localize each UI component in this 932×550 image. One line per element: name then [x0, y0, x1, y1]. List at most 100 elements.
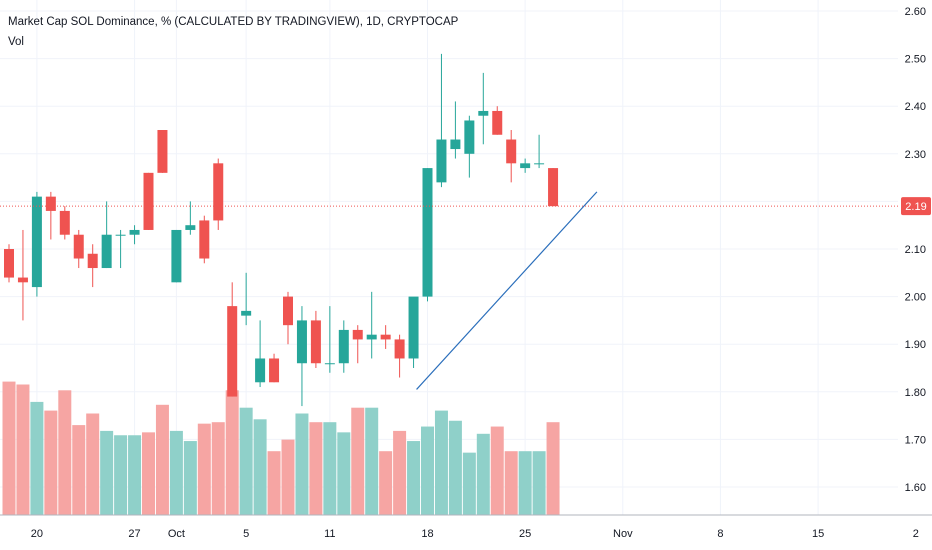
volume-bar: [58, 390, 72, 515]
volume-bar: [267, 451, 281, 515]
candle-body: [17, 277, 28, 283]
volume-bar: [351, 407, 365, 515]
volume-bar: [114, 435, 128, 515]
candle-body: [185, 225, 196, 230]
candle-body: [101, 234, 112, 269]
volume-bar: [504, 451, 518, 515]
volume-bar: [448, 420, 462, 515]
volume-bar: [532, 451, 546, 515]
x-tick-label: Nov: [613, 528, 633, 540]
candle-body: [199, 220, 210, 259]
last-price-label: 2.19: [905, 201, 926, 213]
candle-body: [4, 249, 14, 278]
last-price-badge: 2.19: [901, 197, 931, 216]
candle-body: [380, 334, 391, 340]
volume-bar: [295, 413, 309, 515]
candle-bodies: [4, 110, 559, 397]
volume-bar: [197, 423, 211, 515]
volume-bar: [72, 425, 86, 515]
x-tick-label: 5: [243, 528, 249, 540]
x-tick-label: 27: [128, 528, 140, 540]
candle-body: [129, 229, 140, 235]
y-tick-label: 1.60: [905, 482, 926, 494]
volume-bar: [239, 407, 253, 515]
volume-bar: [434, 410, 448, 515]
x-tick-label: 20: [31, 528, 43, 540]
y-axis-pane[interactable]: [898, 0, 932, 515]
volume-bar: [169, 430, 183, 515]
volume-bar: [30, 401, 44, 515]
x-axis: 20 27 Oct 5 11 18 25 Nov 8 15 2: [31, 528, 919, 540]
candle-body: [269, 358, 280, 383]
candle-body: [338, 329, 349, 364]
candle-body: [436, 139, 447, 183]
candle-body: [157, 130, 168, 173]
candle-body: [115, 234, 126, 236]
y-tick-label: 1.80: [905, 387, 926, 399]
volume-bar: [476, 433, 490, 515]
volume-bar: [407, 441, 421, 515]
y-tick-label: 1.70: [905, 434, 926, 446]
candle-body: [450, 139, 461, 150]
candle-body: [283, 296, 293, 326]
volume-bar: [100, 430, 114, 515]
volume-bar: [44, 410, 58, 515]
x-tick-label: Oct: [168, 528, 185, 540]
candle-body: [324, 363, 335, 365]
volume-bar: [142, 432, 155, 515]
volume-bar: [183, 441, 197, 515]
volume-bar: [309, 422, 323, 515]
candle-body: [59, 210, 70, 235]
y-tick-label: 2.30: [905, 149, 926, 161]
x-tick-label: 18: [421, 528, 433, 540]
volume-bar: [225, 390, 239, 515]
candle-body: [520, 163, 531, 169]
candle-body: [366, 334, 377, 340]
candle-body: [296, 320, 307, 364]
x-tick-label: 8: [717, 528, 723, 540]
volume-bar: [281, 439, 295, 515]
volume-bar: [379, 451, 393, 515]
candle-body: [87, 253, 98, 269]
volume-legend: Vol: [8, 36, 24, 48]
trend-line[interactable]: [416, 191, 598, 390]
x-tick-label: 25: [519, 528, 531, 540]
candle-body: [394, 339, 405, 359]
volume-bar: [323, 422, 337, 515]
volume-bar: [155, 404, 169, 515]
candle-body: [506, 139, 517, 164]
y-tick-label: 1.90: [905, 339, 926, 351]
y-tick-label: 2.60: [905, 6, 926, 18]
chart-title: Market Cap SOL Dominance, % (CALCULATED …: [8, 16, 459, 28]
candle-body: [143, 172, 154, 230]
volume-bar: [518, 451, 532, 515]
y-tick-label: 2.40: [905, 101, 926, 113]
candle-body: [408, 296, 419, 359]
candle-body: [492, 110, 503, 135]
volume-bar: [365, 407, 379, 515]
candle-body: [422, 168, 433, 297]
candle-body: [478, 110, 489, 116]
candle-body: [227, 306, 238, 397]
volume-bar: [253, 419, 267, 515]
volume-bar: [337, 432, 351, 515]
x-tick-label: 11: [324, 528, 335, 540]
y-tick-label: 2.50: [905, 54, 926, 66]
candle-body: [241, 310, 252, 316]
volume-bar: [421, 426, 434, 515]
volume-bar: [16, 384, 30, 515]
volume-bar: [2, 381, 16, 515]
volume-bar: [546, 422, 560, 515]
volume-bar: [86, 413, 100, 515]
candle-body: [45, 196, 56, 211]
volume-bar: [393, 430, 407, 515]
candle-body: [548, 168, 559, 207]
candle-body: [73, 234, 84, 259]
candle-body: [464, 120, 475, 154]
candle-body: [171, 229, 182, 283]
volume-bars: [2, 381, 560, 515]
candle-body: [534, 163, 545, 165]
volume-bar: [211, 422, 225, 515]
x-tick-label: 2: [913, 528, 919, 540]
